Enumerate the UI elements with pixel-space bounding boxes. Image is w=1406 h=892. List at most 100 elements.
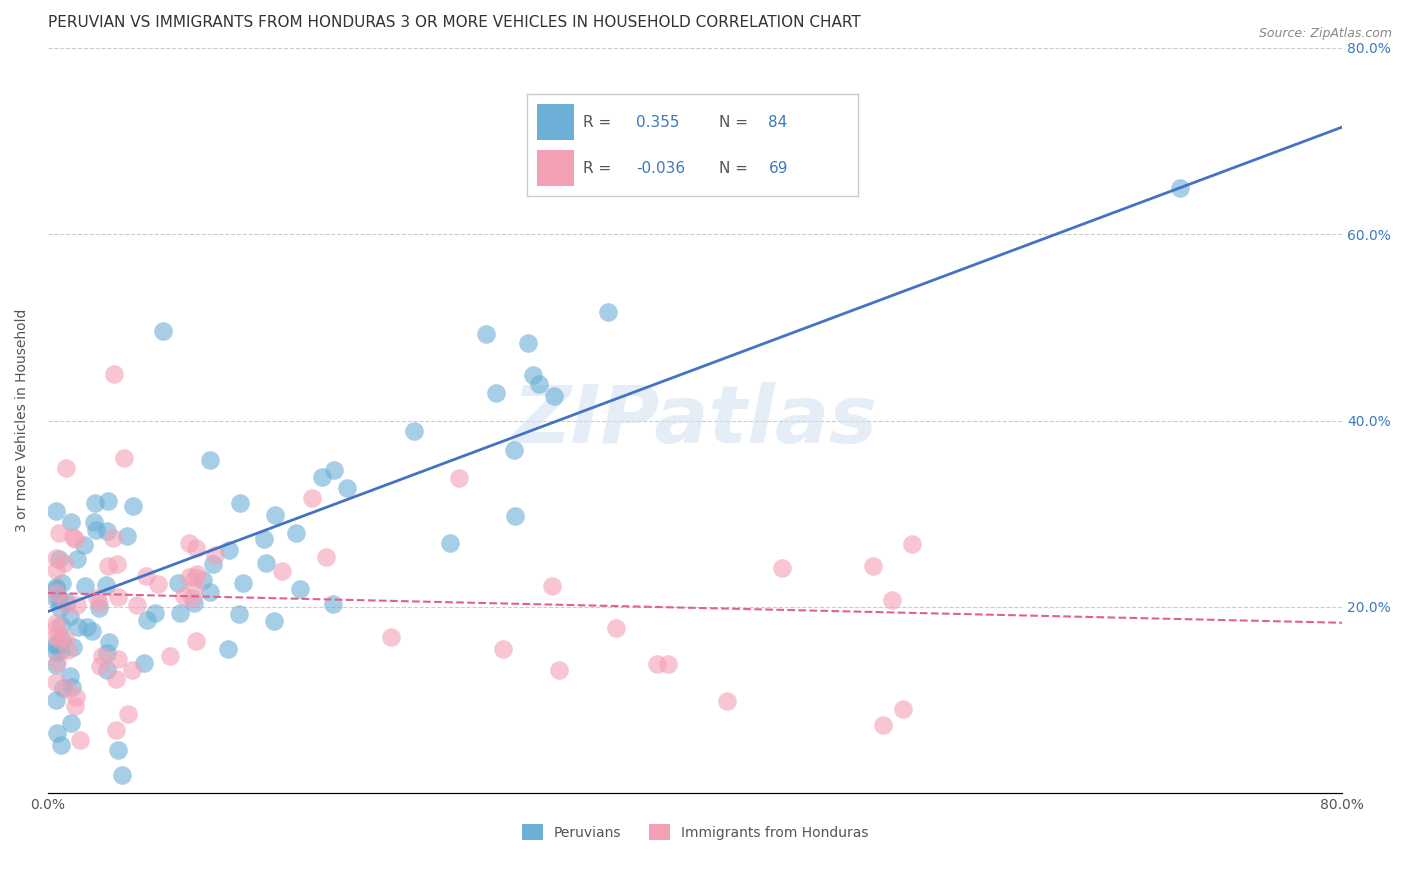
Point [143,606,166,620]
Point [657,657,679,671]
Point [104,672,127,686]
Point [59,608,82,623]
Point [232,576,254,591]
Point [322,463,344,477]
Point [63,699,86,714]
Point [152,324,174,338]
Point [107,652,129,666]
Text: N =: N = [718,161,752,176]
Point [447,471,470,485]
Point [159,649,181,664]
Point [45,504,67,518]
Point [45,674,67,689]
Point [45,645,67,659]
Point [75,579,97,593]
Point [73,537,96,551]
Point [105,558,128,572]
Point [105,723,128,738]
Point [540,579,562,593]
Point [184,580,207,594]
Point [177,570,200,584]
Point [891,702,914,716]
Text: 69: 69 [769,161,787,176]
Point [270,564,292,578]
Point [872,718,894,732]
Point [322,598,344,612]
Point [117,706,139,721]
Point [121,663,143,677]
Point [55,597,77,611]
Point [543,389,565,403]
Point [186,566,208,581]
Text: -0.036: -0.036 [637,161,685,176]
Point [529,377,551,392]
Point [301,491,323,505]
Point [288,582,311,596]
Point [52,681,75,696]
Point [94,577,117,591]
Point [503,443,526,458]
Point [80,624,103,638]
Point [404,424,426,438]
Point [67,620,90,634]
Point [48,526,70,541]
Point [605,620,627,634]
Point [503,509,526,524]
Point [229,496,252,510]
Point [56,643,79,657]
Point [45,550,67,565]
Point [198,453,221,467]
Point [45,563,67,577]
Point [198,585,221,599]
Point [598,305,620,319]
Point [173,589,195,603]
Point [59,669,82,683]
Text: N =: N = [718,115,752,130]
Point [218,543,240,558]
Point [475,327,498,342]
Point [91,648,114,663]
Point [522,368,544,382]
Point [183,596,205,610]
Point [311,469,333,483]
Point [45,629,67,643]
Point [45,639,67,653]
Point [45,693,67,707]
Point [492,642,515,657]
Point [146,577,169,591]
Point [96,524,118,538]
Text: ZIPatlas: ZIPatlas [513,382,877,459]
Text: 0.355: 0.355 [637,115,679,130]
Point [48,552,70,566]
Point [46,726,69,740]
Point [103,367,125,381]
Point [49,643,72,657]
Text: PERUVIAN VS IMMIGRANTS FROM HONDURAS 3 OR MORE VEHICLES IN HOUSEHOLD CORRELATION: PERUVIAN VS IMMIGRANTS FROM HONDURAS 3 O… [48,15,860,30]
Point [51,575,73,590]
Point [263,614,285,628]
Point [66,552,89,566]
Point [125,598,148,612]
Point [51,632,73,647]
Point [98,635,121,649]
Point [485,385,508,400]
Point [45,658,67,673]
Point [177,536,200,550]
Point [284,526,307,541]
Point [169,606,191,620]
Point [645,657,668,672]
Point [107,591,129,605]
Point [167,575,190,590]
Point [53,631,76,645]
Point [45,621,67,635]
Point [97,558,120,573]
Point [49,601,72,615]
Point [89,596,111,610]
Point [76,620,98,634]
Point [770,561,793,575]
Point [96,646,118,660]
Point [84,496,107,510]
Point [136,613,159,627]
Point [204,548,226,562]
Point [48,592,70,607]
